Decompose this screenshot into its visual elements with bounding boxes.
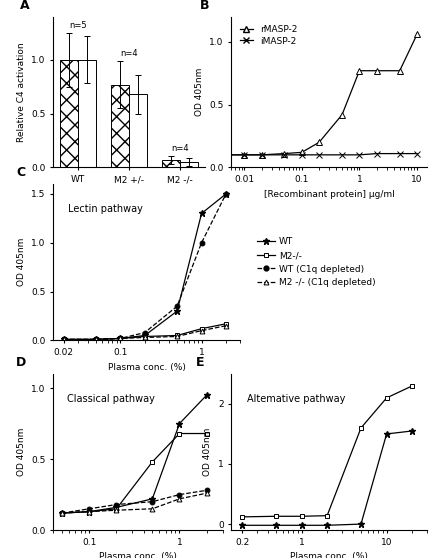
Text: E: E <box>196 356 205 369</box>
Bar <box>180 162 198 167</box>
Text: Lectin pathway: Lectin pathway <box>69 204 143 214</box>
Legend: Zymosan, Mannan: Zymosan, Mannan <box>50 211 161 227</box>
Y-axis label: Relative C4 activation: Relative C4 activation <box>17 42 26 142</box>
X-axis label: Plasma conc. (%): Plasma conc. (%) <box>99 552 177 558</box>
Y-axis label: OD 405nm: OD 405nm <box>195 68 204 116</box>
Text: B: B <box>200 0 210 12</box>
Bar <box>129 94 147 167</box>
Legend: rMASP-2, iMASP-2: rMASP-2, iMASP-2 <box>236 21 301 49</box>
X-axis label: Plasma conc. (%): Plasma conc. (%) <box>291 552 368 558</box>
Bar <box>60 60 78 167</box>
Text: n=4: n=4 <box>120 49 138 57</box>
Text: D: D <box>16 356 26 369</box>
Text: Altemative pathway: Altemative pathway <box>247 394 345 404</box>
Text: A: A <box>20 0 30 12</box>
X-axis label: Plasma conc. (%): Plasma conc. (%) <box>108 363 186 372</box>
Bar <box>78 60 96 167</box>
Text: Classical pathway: Classical pathway <box>67 394 155 404</box>
Legend: WT, M2-/-, WT (C1q depleted), M2 -/- (C1q depleted): WT, M2-/-, WT (C1q depleted), M2 -/- (C1… <box>254 234 379 291</box>
Y-axis label: OD 405nm: OD 405nm <box>203 428 212 476</box>
Text: n=5: n=5 <box>69 21 87 30</box>
X-axis label: [Recombinant protein] μg/ml: [Recombinant protein] μg/ml <box>264 190 395 199</box>
Bar <box>111 85 129 167</box>
Y-axis label: OD 405nm: OD 405nm <box>17 238 26 286</box>
Bar <box>162 160 180 167</box>
Text: n=4: n=4 <box>171 145 189 153</box>
Y-axis label: OD 405nm: OD 405nm <box>17 428 26 476</box>
Text: C: C <box>16 166 25 179</box>
